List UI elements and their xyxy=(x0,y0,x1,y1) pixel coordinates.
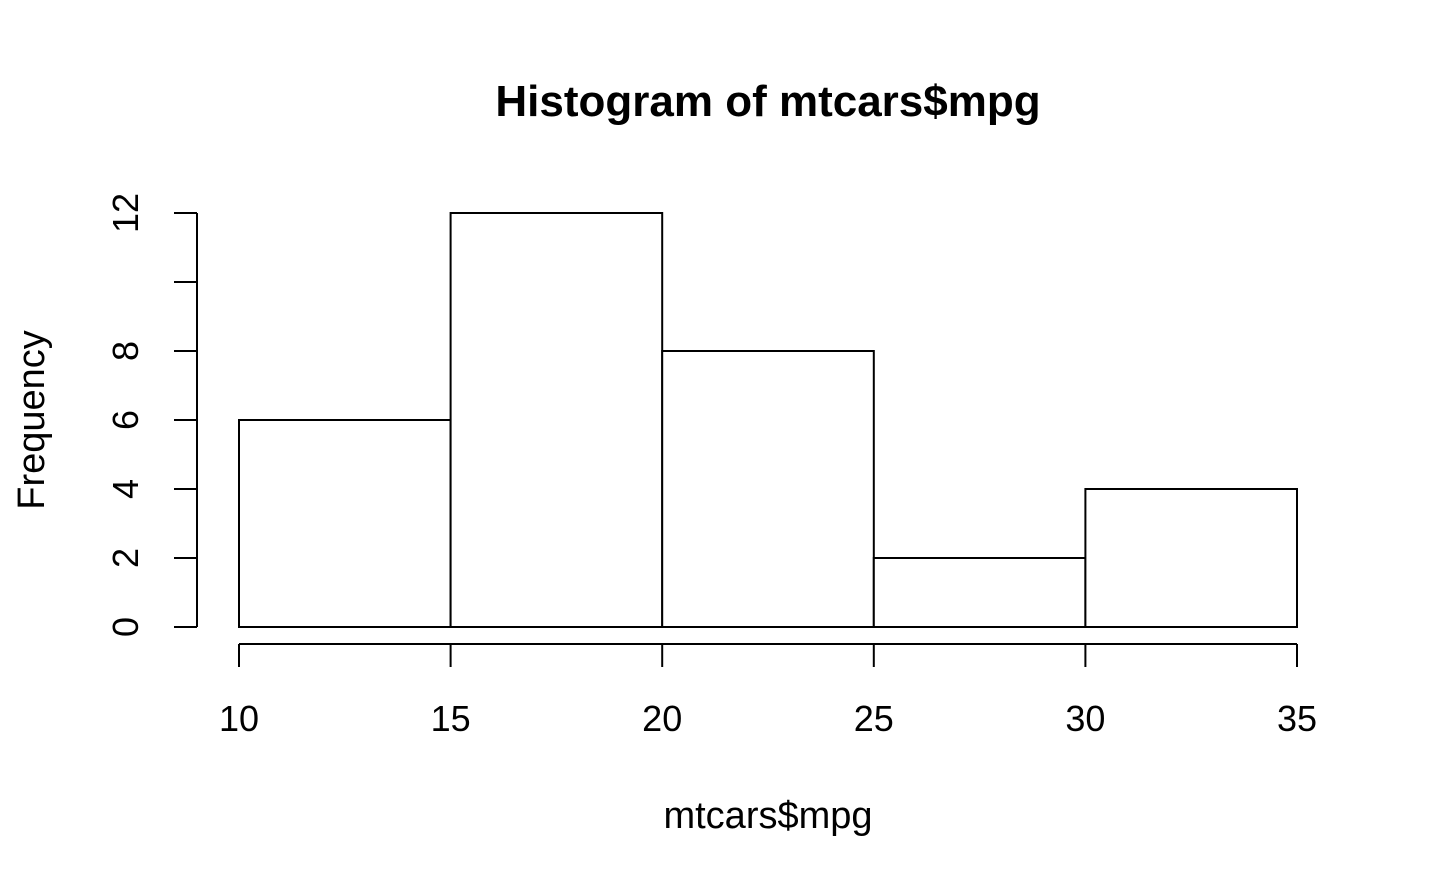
y-tick-label-12: 12 xyxy=(105,193,146,233)
histogram-bar-15-20 xyxy=(449,212,664,628)
y-tick-label-2: 2 xyxy=(105,548,146,568)
y-axis: 0 2 4 6 8 12 xyxy=(105,193,198,637)
histogram-bar-20-25 xyxy=(661,350,875,628)
histogram-bar-30-35 xyxy=(1084,488,1299,628)
x-axis: 10 15 20 25 30 35 xyxy=(219,643,1317,739)
histogram-bar-10-15 xyxy=(238,419,452,628)
y-tick-label-0: 0 xyxy=(105,617,146,637)
bars-group xyxy=(238,212,1299,628)
y-axis-label: Frequency xyxy=(11,330,53,510)
x-tick-label-25: 25 xyxy=(854,698,894,739)
x-tick-label-35: 35 xyxy=(1277,698,1317,739)
y-tick-label-4: 4 xyxy=(105,479,146,499)
y-tick-label-8: 8 xyxy=(105,341,146,361)
y-tick-label-6: 6 xyxy=(105,410,146,430)
histogram-bar-25-30 xyxy=(872,557,1087,628)
chart-title: Histogram of mtcars$mpg xyxy=(495,77,1040,126)
x-tick-label-20: 20 xyxy=(642,698,682,739)
x-axis-label: mtcars$mpg xyxy=(663,795,872,837)
x-tick-label-10: 10 xyxy=(219,698,259,739)
x-tick-label-15: 15 xyxy=(431,698,471,739)
x-tick-label-30: 30 xyxy=(1065,698,1105,739)
